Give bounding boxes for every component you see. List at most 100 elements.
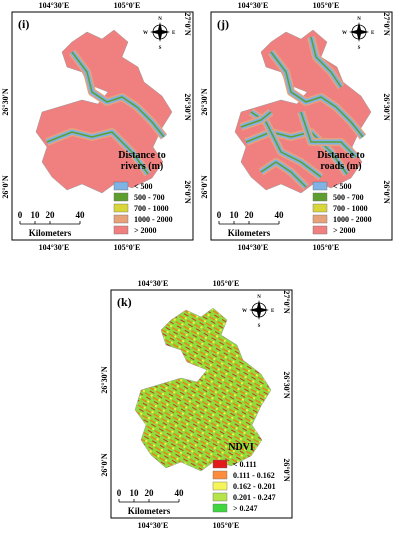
legend-swatch [212,470,228,480]
compass-letter: W [143,31,148,36]
lon-label: 104°30'E [138,521,169,530]
lon-label: 104°30'E [138,279,169,288]
legend-swatch [212,492,228,502]
lat-label: 26°0'N [282,458,291,481]
legend-swatch [113,214,129,224]
buffer-inner [300,111,357,158]
lat-label: 26°0'N [183,180,192,203]
lon-label: 104°30'E [238,243,269,252]
panel-label: (j) [217,17,229,31]
compass-letter: W [342,31,347,36]
compass-letter: S [358,46,361,51]
legend-title: NDVI [228,442,254,453]
compass-letter: E [172,31,176,36]
compass-letter: W [242,309,247,314]
compass-star [249,300,269,320]
lon-label: 104°30'E [39,243,70,252]
legend-swatch [312,181,328,191]
legend-label: > 2000 [134,226,157,235]
study-area [134,307,272,472]
legend-swatch [312,203,328,213]
scale-bar [19,221,81,225]
legend-label: 500 - 700 [134,193,165,202]
lon-label: 105°0'E [114,1,141,10]
lon-label: 104°30'E [39,1,70,10]
buffer-inner [240,111,272,128]
scale-unit: Kilometers [228,228,271,238]
legend-swatch [212,459,228,469]
lon-label: 105°0'E [213,521,240,530]
scale-bar [118,499,180,503]
legend-label: 1000 - 2000 [333,215,372,224]
legend-label: > 2000 [333,226,356,235]
buffer-inner [245,131,348,175]
lat-label: 27°0'N [382,12,391,35]
lat-label: 26°0'N [100,453,109,476]
scale-unit: Kilometers [29,228,72,238]
legend-label: 500 - 700 [333,193,364,202]
legend-swatch [113,181,129,191]
buffer-inner [310,36,342,88]
legend-title: Distance to [118,150,166,161]
lat-label: 27°0'N [282,290,291,313]
legend-label: 700 - 1000 [333,204,368,213]
legend-swatch [312,214,328,224]
scale-tick: 40 [275,210,285,220]
legend-label: < 0.111 [233,460,257,469]
compass: N S E W [242,295,275,329]
compass-letter: N [158,17,162,22]
legend-swatch [212,503,228,513]
lat-label: 26°0'N [382,180,391,203]
scale-tick: 10 [31,210,41,220]
map-panel: (j) N S E W 104°30'E 105°0'E 104°30'E 105°0'E 26°… [200,1,393,252]
buffer-inner [270,51,364,138]
compass-star [349,22,369,42]
legend-label: 0.111 - 0.162 [233,471,275,480]
compass: N S E W [143,17,176,51]
scale-tick: 40 [175,488,185,498]
scale-tick: 0 [217,210,222,220]
lat-label: 27°0'N [183,12,192,35]
buffer-inner [260,161,307,188]
legend-label: 0.201 - 0.247 [233,493,276,502]
legend-swatch [312,225,328,235]
map-panel: (i) N S E W 104°30'E 105°0'E 104°30'E 105°0'E 26°… [1,1,194,252]
lat-label: 26°30'N [1,88,10,115]
legend-label: < 500 [134,182,153,191]
legend-swatch [312,192,328,202]
scale-tick: 0 [117,488,122,498]
legend-swatch [113,192,129,202]
legend-label: 700 - 1000 [134,204,169,213]
scale-tick: 10 [130,488,140,498]
buffer-inner [71,51,165,138]
compass-letter: E [271,309,275,314]
compass-letter: E [371,31,375,36]
scale-tick: 0 [18,210,23,220]
lat-label: 26°30'N [282,371,291,398]
scale-unit: Kilometers [128,506,171,516]
compass-letter: N [257,295,261,300]
legend-swatch [212,481,228,491]
lon-label: 104°30'E [238,1,269,10]
lat-label: 26°30'N [200,88,209,115]
lon-label: 105°0'E [313,243,340,252]
scale-tick: 20 [145,488,155,498]
lat-label: 26°0'N [1,175,10,198]
panel-label: (i) [18,17,29,31]
lon-label: 105°0'E [313,1,340,10]
legend-label: < 500 [333,182,352,191]
scale-tick: 40 [76,210,86,220]
legend-title: rivers (m) [121,161,163,172]
buffer-inner [46,131,149,175]
lat-label: 26°30'N [183,93,192,120]
lat-label: 26°0'N [200,175,209,198]
scale-tick: 10 [230,210,240,220]
compass: N S E W [342,17,375,51]
panel-label: (k) [117,295,132,309]
scale-tick: 20 [245,210,255,220]
map-panel: (k) N S E W 104°30'E 105°0'E 104°30'E 105°0'E 26°… [100,279,293,530]
lat-label: 26°30'N [382,93,391,120]
compass-star [150,22,170,42]
compass-letter: S [159,46,162,51]
